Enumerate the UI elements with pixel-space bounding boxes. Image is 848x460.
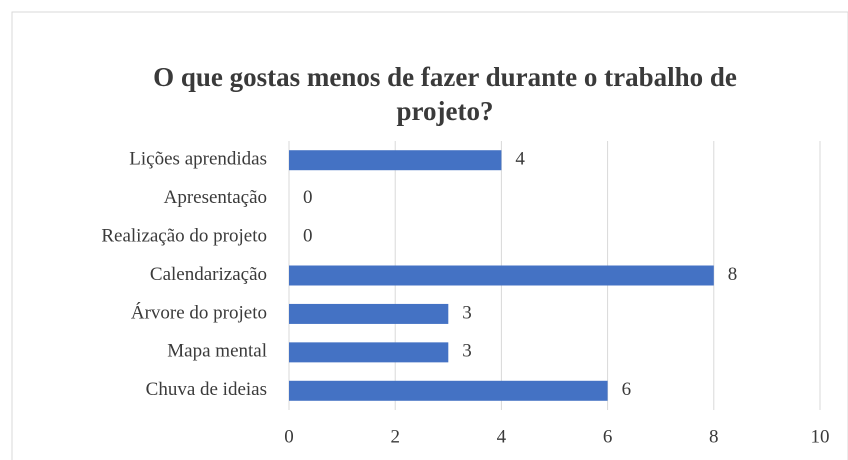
bar bbox=[289, 303, 449, 324]
bar bbox=[289, 150, 502, 171]
bar bbox=[289, 265, 714, 286]
x-tick-label: 10 bbox=[811, 426, 830, 447]
x-tick-label: 6 bbox=[603, 426, 613, 447]
x-tick-label: 4 bbox=[497, 426, 507, 447]
data-label: 3 bbox=[462, 302, 472, 323]
y-tick-label: Apresentação bbox=[164, 187, 267, 208]
chart-title: O que gostas menos de fazer durante o tr… bbox=[153, 62, 737, 126]
y-tick-label: Calendarização bbox=[150, 264, 267, 285]
data-label: 3 bbox=[462, 341, 472, 362]
data-label: 4 bbox=[515, 149, 525, 170]
data-label: 8 bbox=[728, 264, 738, 285]
chart-border bbox=[11, 11, 848, 460]
bar bbox=[289, 380, 608, 401]
x-tick-label: 8 bbox=[709, 426, 719, 447]
x-tick-label: 0 bbox=[284, 426, 294, 447]
y-tick-label: Árvore do projeto bbox=[131, 301, 267, 323]
y-tick-label: Realização do projeto bbox=[101, 225, 267, 246]
y-tick-label: Mapa mental bbox=[167, 341, 267, 362]
y-tick-label: Lições aprendidas bbox=[129, 149, 267, 170]
bar bbox=[289, 342, 449, 363]
x-tick-label: 2 bbox=[390, 426, 400, 447]
data-label: 6 bbox=[622, 379, 632, 400]
y-tick-label: Chuva de ideias bbox=[146, 379, 267, 400]
data-label: 0 bbox=[303, 187, 313, 208]
data-label: 0 bbox=[303, 225, 313, 246]
